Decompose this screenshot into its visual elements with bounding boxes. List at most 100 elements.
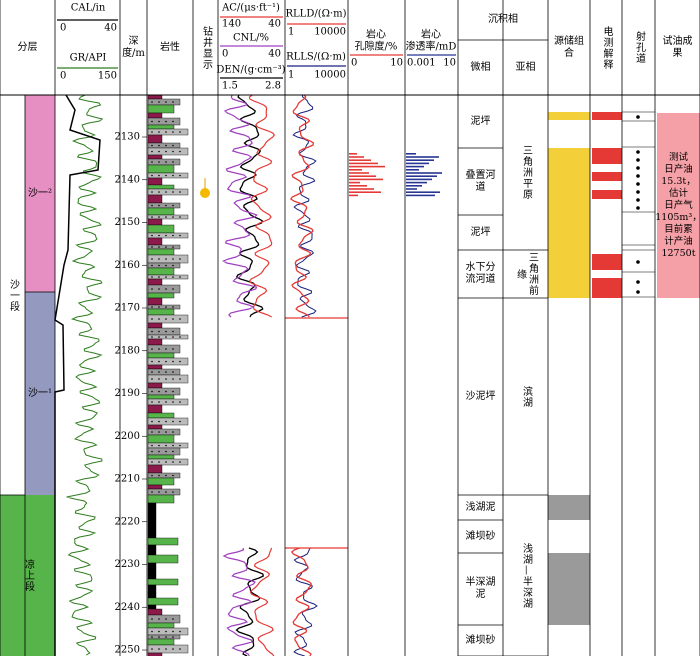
sand-dot	[165, 648, 167, 650]
sand-dot	[179, 401, 181, 403]
perforation	[636, 290, 640, 294]
micro-facies: 叠置河道	[465, 169, 496, 193]
lithology-bed	[147, 488, 181, 496]
sand-dot	[172, 318, 174, 320]
sand-dot	[165, 461, 167, 463]
lithology-bed	[147, 424, 163, 430]
sand-dot	[179, 174, 181, 177]
header-text: DEN/(g·cm⁻³)	[216, 65, 285, 76]
micro-facies: 滩坝砂	[465, 634, 496, 646]
micro-facies: 浅湖泥	[465, 501, 496, 513]
sand-dot	[151, 491, 153, 493]
header-text: 0	[351, 58, 357, 69]
sand-dot	[172, 401, 174, 403]
sand-dot	[165, 204, 167, 207]
sand-dot	[172, 234, 174, 237]
lithology-bed	[147, 537, 179, 546]
sand-dot	[172, 288, 174, 290]
sand-dot	[172, 191, 174, 193]
sand-dot	[158, 444, 160, 447]
perforation	[636, 150, 640, 154]
header: 试油成果	[662, 35, 693, 59]
sand-dot	[172, 461, 174, 463]
sand-dot	[158, 491, 160, 493]
lithology-bed	[147, 232, 189, 239]
header-text: 140	[222, 19, 241, 30]
depth-label: 2200	[115, 431, 140, 442]
sand-dot	[172, 276, 174, 278]
lithology-bed	[147, 578, 179, 586]
sand-dot	[151, 191, 153, 193]
sand-dot	[179, 131, 181, 133]
sand-dot	[151, 371, 153, 373]
sand-dot	[172, 444, 174, 447]
member-band	[0, 95, 25, 495]
micro-facies: 半深湖泥	[465, 577, 496, 600]
combo-block	[548, 250, 590, 298]
perm-bar	[406, 188, 417, 190]
porosity-bar	[349, 175, 376, 177]
lithology-bed	[147, 627, 189, 636]
interp-block	[592, 278, 622, 298]
sand-dot	[165, 276, 167, 278]
depth-label: 2140	[115, 174, 140, 185]
lithology-bed	[147, 562, 157, 569]
lithology-bed	[147, 634, 181, 640]
lithology-bed	[147, 237, 163, 246]
header: 亚相	[515, 61, 536, 73]
interp-block	[592, 112, 622, 120]
lithology-bed	[147, 292, 175, 299]
sand-dot	[158, 306, 160, 308]
lithology-bed	[147, 274, 189, 280]
lithology-bed	[147, 334, 189, 340]
sand-dot	[165, 330, 167, 333]
header: 电测解释	[601, 25, 612, 70]
sand-dot	[165, 234, 167, 237]
sand-dot	[165, 348, 167, 350]
sand-dot	[158, 330, 160, 333]
sand-dot	[165, 630, 167, 633]
sand-dot	[151, 150, 153, 153]
sand-dot	[151, 276, 153, 278]
lithology-bed	[147, 604, 157, 610]
header-text: 40	[268, 49, 281, 60]
lithology-bed	[147, 417, 189, 426]
sand-dot	[179, 378, 181, 380]
perforation	[636, 190, 640, 194]
sand-dot	[179, 216, 181, 218]
lithology-bed	[147, 404, 163, 414]
perm-bar	[406, 165, 424, 168]
sand-dot	[165, 258, 167, 260]
header-text: 40	[104, 23, 117, 34]
porosity-bar	[349, 194, 358, 197]
sand-dot	[158, 264, 160, 267]
sand-dot	[172, 246, 174, 248]
micro-facies: 滩坝砂	[465, 530, 496, 542]
lithology-bed	[147, 262, 181, 269]
text-line: 1105m³，	[655, 211, 700, 223]
lithology-bed	[147, 154, 163, 160]
lithology-bed	[147, 454, 175, 460]
header-text: 1	[288, 70, 294, 81]
sand-dot	[158, 371, 160, 373]
perforation	[636, 198, 640, 202]
sand-dot	[151, 120, 153, 123]
sand-dot	[172, 378, 174, 380]
lithology-bed	[147, 584, 157, 594]
perforation	[636, 115, 640, 119]
sand-dot	[172, 204, 174, 207]
header-text: 0	[60, 23, 66, 34]
den-curve	[249, 547, 275, 656]
sand-dot	[151, 161, 153, 163]
header: 源储组合	[554, 35, 584, 59]
perforation	[636, 158, 640, 162]
header: 射孔道	[633, 31, 645, 64]
header-text: CAL/in	[71, 3, 106, 14]
sand-dot	[158, 390, 160, 393]
sand-dot	[165, 150, 167, 153]
lithology-bed	[147, 484, 163, 490]
depth-label: 2210	[115, 474, 140, 485]
test-box	[657, 113, 700, 298]
sand-dot	[151, 234, 153, 237]
